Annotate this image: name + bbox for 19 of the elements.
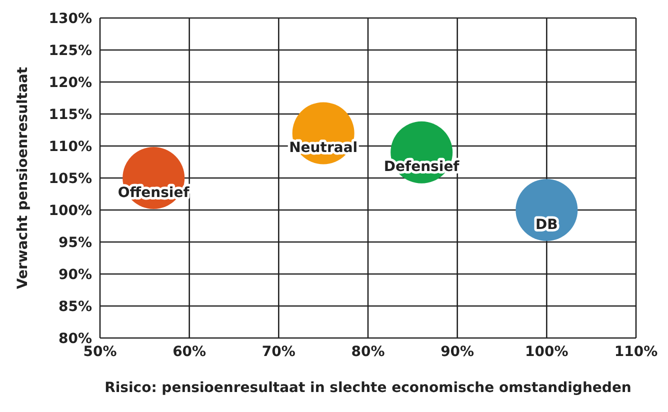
y-axis-title: Verwacht pensioenresultaat bbox=[14, 66, 31, 290]
x-tick-label: 90% bbox=[440, 344, 474, 360]
y-tick-label: 120% bbox=[48, 74, 92, 91]
x-tick-label: 60% bbox=[172, 344, 206, 360]
y-tick-label: 110% bbox=[48, 138, 92, 155]
y-tick-label: 105% bbox=[48, 170, 92, 187]
series-label: DB bbox=[536, 216, 558, 233]
y-tick-label: 100% bbox=[48, 202, 92, 219]
x-tick-label: 100% bbox=[525, 344, 568, 360]
y-tick-label: 115% bbox=[48, 106, 92, 123]
y-tick-label: 95% bbox=[58, 234, 92, 251]
y-tick-label: 130% bbox=[48, 10, 92, 27]
x-tick-label: 80% bbox=[351, 344, 385, 360]
y-tick-label: 125% bbox=[48, 42, 92, 59]
y-tick-label: 90% bbox=[58, 266, 92, 283]
y-tick-label: 85% bbox=[58, 298, 92, 315]
x-tick-label: 70% bbox=[262, 344, 296, 360]
x-axis-title: Risico: pensioenresultaat in slechte economische omstandigheden bbox=[104, 380, 632, 396]
x-tick-label: 110% bbox=[614, 344, 658, 360]
